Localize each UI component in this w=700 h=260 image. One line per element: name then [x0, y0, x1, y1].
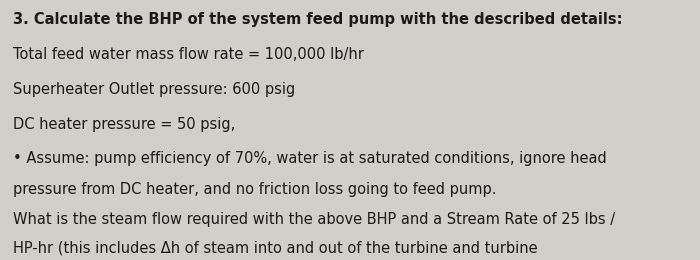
Text: • Assume: pump efficiency of 70%, water is at saturated conditions, ignore head: • Assume: pump efficiency of 70%, water …: [13, 151, 606, 166]
Text: HP-hr (this includes Δh of steam into and out of the turbine and turbine: HP-hr (this includes Δh of steam into an…: [13, 240, 537, 256]
Text: 3. Calculate the BHP of the system feed pump with the described details:: 3. Calculate the BHP of the system feed …: [13, 12, 622, 27]
Text: pressure from DC heater, and no friction loss going to feed pump.: pressure from DC heater, and no friction…: [13, 182, 496, 197]
Text: What is the steam flow required with the above BHP and a Stream Rate of 25 lbs /: What is the steam flow required with the…: [13, 212, 615, 227]
Text: DC heater pressure = 50 psig,: DC heater pressure = 50 psig,: [13, 117, 234, 132]
Text: Superheater Outlet pressure: 600 psig: Superheater Outlet pressure: 600 psig: [13, 82, 295, 97]
Text: Total feed water mass flow rate = 100,000 lb/hr: Total feed water mass flow rate = 100,00…: [13, 47, 363, 62]
